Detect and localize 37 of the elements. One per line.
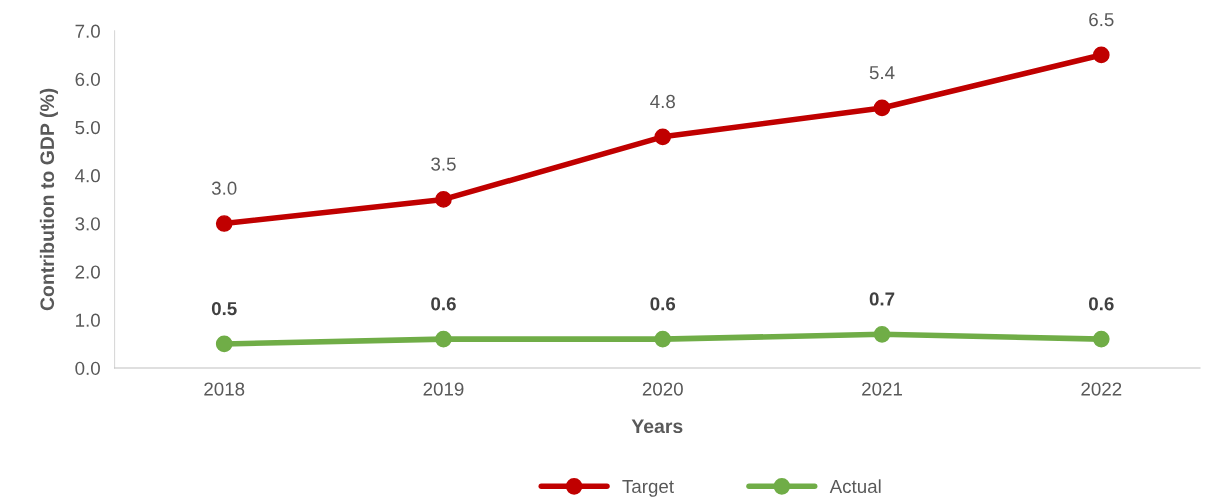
x-axis-title: Years bbox=[631, 419, 683, 434]
legend-label: Actual bbox=[829, 479, 881, 494]
x-tick-label: 2022 bbox=[1081, 382, 1122, 396]
data-label: 0.5 bbox=[211, 301, 237, 316]
y-tick-label: 2.0 bbox=[75, 265, 100, 279]
point bbox=[435, 330, 452, 348]
x-tick-label: 2019 bbox=[423, 382, 464, 396]
point bbox=[654, 330, 672, 348]
legend-label: Target bbox=[622, 479, 674, 497]
data-label: 0.7 bbox=[869, 292, 895, 306]
y-tick-label: 0.0 bbox=[75, 361, 100, 375]
point bbox=[1092, 46, 1110, 64]
point bbox=[654, 128, 672, 146]
x-tick-label: 2021 bbox=[862, 382, 902, 396]
y-tick-label: 5.0 bbox=[75, 120, 100, 135]
y-tick-label: 7.0 bbox=[75, 24, 100, 38]
data-label: 0.6 bbox=[1089, 297, 1114, 311]
x-tick-label: 2020 bbox=[642, 382, 683, 396]
y-tick-label: 6.0 bbox=[75, 72, 100, 87]
y-tick-label: 1.0 bbox=[76, 313, 100, 327]
point bbox=[215, 335, 233, 353]
y-tick-label: 4.0 bbox=[75, 169, 100, 183]
point bbox=[873, 99, 891, 117]
point bbox=[1092, 330, 1110, 348]
y-tick-label: 3.0 bbox=[75, 217, 100, 231]
x-tick-label: 2018 bbox=[204, 382, 245, 396]
y-axis-title: Contribution to GDP (%) bbox=[39, 88, 58, 311]
data-label: 0.6 bbox=[650, 297, 676, 311]
point bbox=[873, 325, 891, 343]
data-label: 3.5 bbox=[431, 157, 456, 171]
point bbox=[215, 215, 233, 232]
point bbox=[435, 191, 452, 208]
data-label: 4.8 bbox=[650, 94, 675, 109]
data-label: 3.0 bbox=[211, 181, 237, 195]
data-label: 5.4 bbox=[869, 66, 895, 80]
data-label: 6.5 bbox=[1089, 12, 1114, 27]
data-label: 0.6 bbox=[431, 297, 456, 311]
